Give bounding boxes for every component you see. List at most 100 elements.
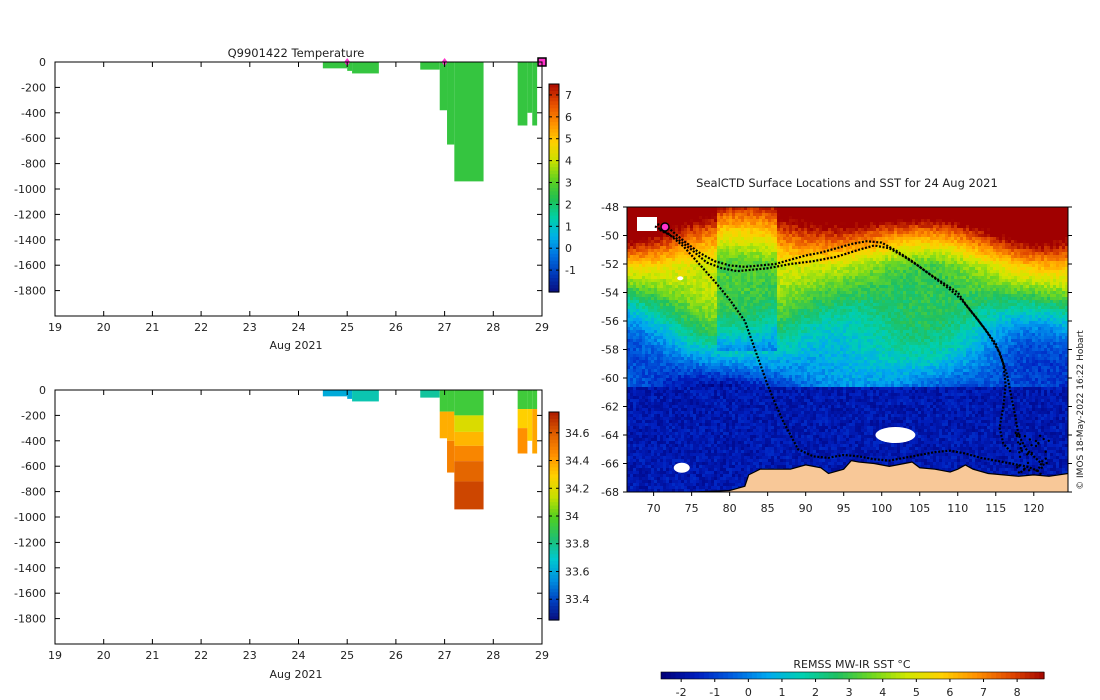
sst-cell <box>705 222 709 226</box>
sst-cell <box>627 288 631 292</box>
sst-cell <box>738 384 742 388</box>
sst-cell <box>663 336 667 340</box>
sst-cell <box>660 246 664 250</box>
sst-cell <box>672 333 676 337</box>
sst-cell <box>636 417 640 421</box>
sst-cell <box>627 213 631 217</box>
sst-cell <box>666 300 670 304</box>
sst-cell <box>684 471 688 475</box>
sst-cell <box>678 225 682 229</box>
sst-cell <box>663 384 667 388</box>
sst-cell <box>645 252 649 256</box>
sst-cell <box>672 384 676 388</box>
sst-cell <box>756 210 760 214</box>
sst-cell <box>672 228 676 232</box>
sst-cell <box>681 366 685 370</box>
sst-cell <box>717 408 721 412</box>
sst-cell <box>741 447 745 451</box>
sst-cell <box>759 411 763 415</box>
sst-cell <box>714 312 718 316</box>
sst-cell <box>672 354 676 358</box>
sst-cell <box>726 210 730 214</box>
sst-cell <box>657 366 661 370</box>
sst-cell <box>669 273 673 277</box>
colorbar-swatch <box>549 429 559 434</box>
sst-cell <box>648 369 652 373</box>
sst-cell <box>705 351 709 355</box>
sst-cell <box>711 255 715 259</box>
sst-cell <box>699 441 703 445</box>
sst-cell <box>645 477 649 481</box>
sst-cell <box>684 372 688 376</box>
colorbar-swatch <box>549 581 559 586</box>
sst-cell <box>741 480 745 484</box>
sst-cell <box>723 363 727 367</box>
sst-cell <box>765 330 769 334</box>
sst-cell <box>666 282 670 286</box>
sst-cell <box>750 408 754 412</box>
sst-cell <box>660 234 664 238</box>
sst-cell <box>636 231 640 235</box>
sst-cell <box>747 363 751 367</box>
colorbar-swatch <box>549 474 559 479</box>
sst-cell <box>702 447 706 451</box>
sst-cell <box>696 441 700 445</box>
sst-cell <box>765 387 769 391</box>
sst-cell <box>654 480 658 484</box>
sst-cell <box>657 438 661 442</box>
sst-cell <box>729 345 733 349</box>
sst-cell <box>630 336 634 340</box>
sst-cell <box>729 321 733 325</box>
sst-cell <box>720 450 724 454</box>
sst-cell <box>627 483 631 487</box>
sst-cell <box>765 234 769 238</box>
sst-cell <box>699 354 703 358</box>
sst-cell <box>657 378 661 382</box>
sst-cell <box>756 231 760 235</box>
sst-cell <box>648 240 652 244</box>
sst-cell <box>756 450 760 454</box>
sst-cell <box>633 282 637 286</box>
sst-cell <box>633 426 637 430</box>
sst-cell <box>657 297 661 301</box>
sst-cell <box>696 339 700 343</box>
sst-cell <box>657 273 661 277</box>
sst-cell <box>711 231 715 235</box>
sst-cell <box>711 342 715 346</box>
sst-cell <box>747 369 751 373</box>
sst-cell <box>705 330 709 334</box>
sst-cell <box>651 303 655 307</box>
sst-cell <box>654 474 658 478</box>
sst-cell <box>753 240 757 244</box>
sst-cell <box>693 240 697 244</box>
sst-cell <box>735 417 739 421</box>
sst-cell <box>702 237 706 241</box>
sst-cell <box>708 477 712 481</box>
sst-cell <box>747 276 751 280</box>
sst-cell <box>714 354 718 358</box>
colorbar-swatch <box>549 415 559 420</box>
sst-cell <box>723 210 727 214</box>
sst-cell <box>717 357 721 361</box>
sst-cell <box>705 384 709 388</box>
sst-cell <box>636 306 640 310</box>
sst-cell <box>726 420 730 424</box>
sst-cell <box>684 333 688 337</box>
sst-cell <box>633 228 637 232</box>
sst-cell <box>759 438 763 442</box>
sst-cell <box>654 333 658 337</box>
sst-cell <box>648 417 652 421</box>
sst-cell <box>711 324 715 328</box>
sst-cell <box>756 414 760 418</box>
sst-cell <box>759 351 763 355</box>
sst-cell <box>756 444 760 448</box>
sst-cell <box>726 273 730 277</box>
sst-cell <box>651 489 655 492</box>
sst-cell <box>696 378 700 382</box>
sst-cell <box>654 384 658 388</box>
sst-cell <box>672 318 676 322</box>
sst-cell <box>663 237 667 241</box>
sst-cell <box>720 246 724 250</box>
sst-cell <box>693 285 697 289</box>
sst-cell <box>726 465 730 469</box>
